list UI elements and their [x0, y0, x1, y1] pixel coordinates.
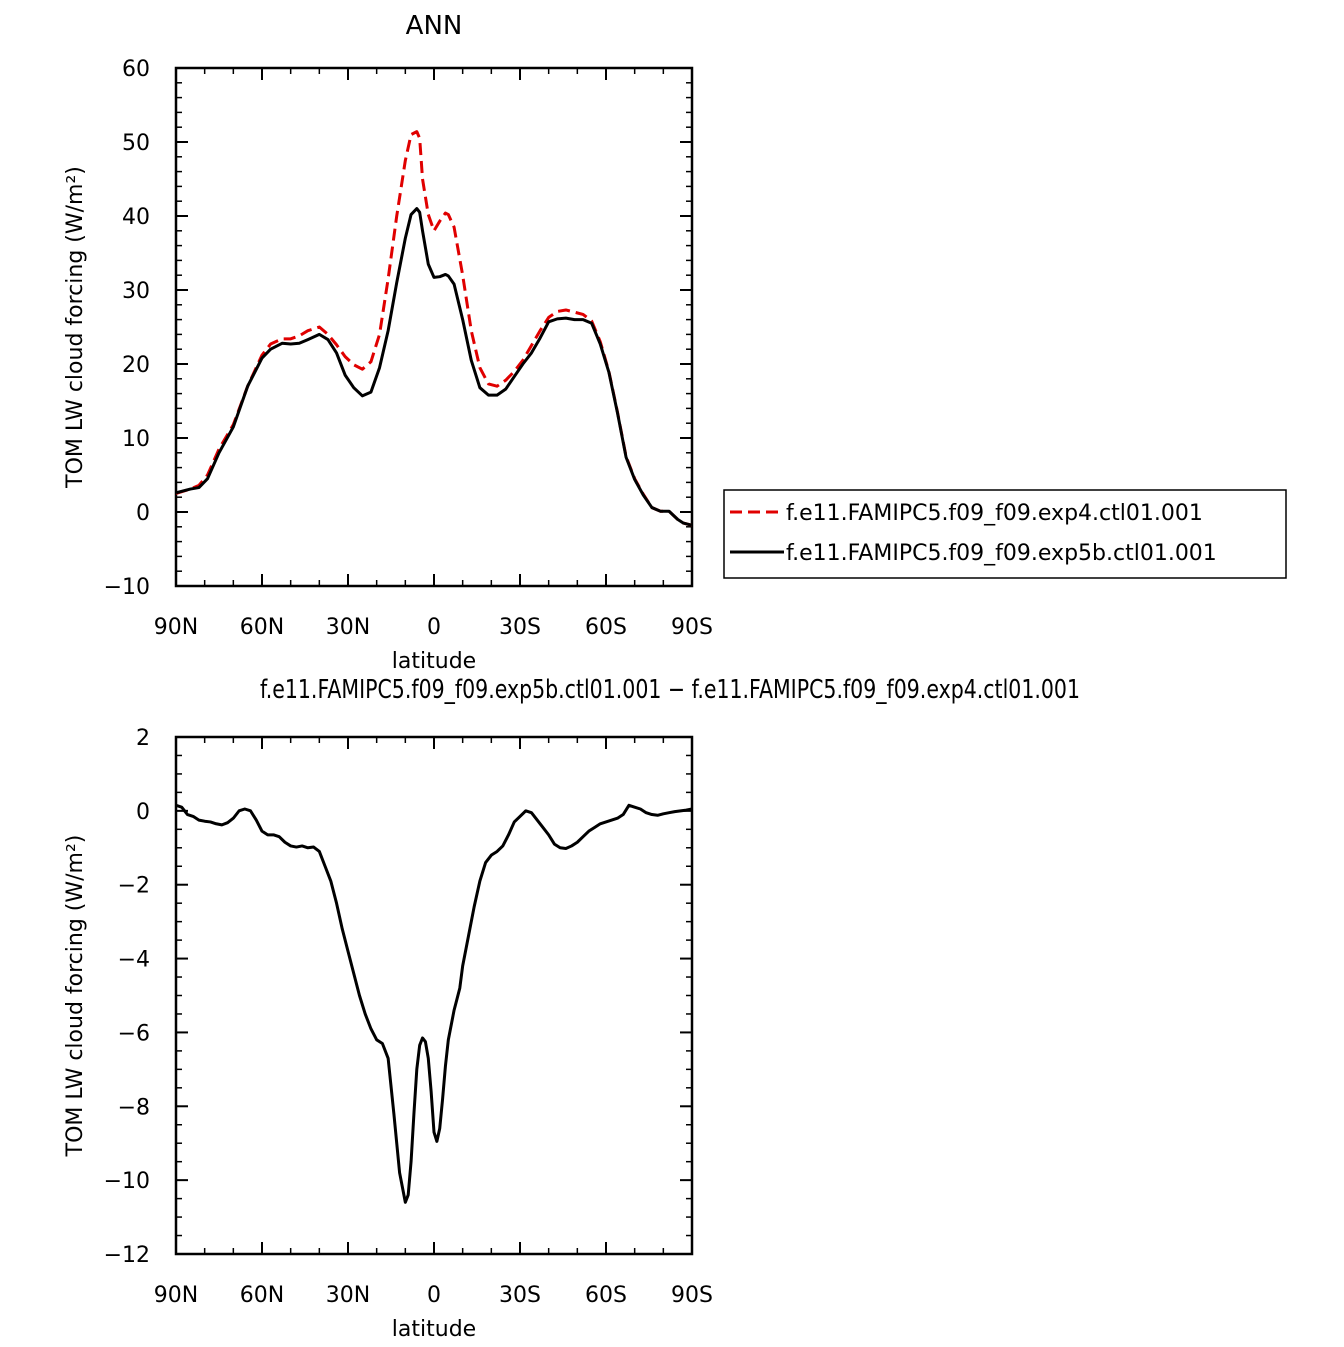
y-tick-label: −2	[118, 874, 150, 899]
series-line-0	[176, 803, 692, 1204]
panel-title: ANN	[406, 11, 463, 41]
legend: f.e11.FAMIPC5.f09_f09.exp4.ctl01.001 f.e1…	[723, 489, 1287, 579]
y-tick-label: −6	[118, 1021, 150, 1046]
bottom-panel: −12 −10 −8 −6 −4 −2 0 2 90N 60N 30N 0 30S 60S 90S f.e11…	[63, 675, 1080, 1342]
x-tick-label: 90N	[154, 1283, 198, 1308]
x-tick-label: 0	[427, 1283, 441, 1308]
x-tick-label: 60S	[585, 1283, 627, 1308]
x-tick-label: 30S	[499, 1283, 541, 1308]
legend-label: f.e11.FAMIPC5.f09_f09.exp4.ctl01.001	[786, 501, 1203, 526]
x-tick-label: 30S	[499, 615, 541, 640]
x-tick-label: 90N	[154, 615, 198, 640]
top-panel: −10 0 10 20 30 40 50 60 90N 60N 30N 0 30S 60S 90S ANN la…	[63, 11, 1287, 674]
x-tick-label: 60N	[240, 615, 284, 640]
x-axis-label: latitude	[392, 1317, 476, 1342]
y-tick-label: 0	[136, 501, 150, 526]
plot-frame	[174, 66, 694, 588]
y-tick-label: 2	[136, 726, 150, 751]
y-axis-label: TOM LW cloud forcing (W/m²)	[63, 835, 88, 1158]
x-axis-label: latitude	[392, 649, 476, 674]
y-tick-label: −4	[118, 948, 150, 973]
x-tick-label: 90S	[671, 615, 713, 640]
y-tick-label: 30	[122, 279, 150, 304]
x-tick-label: 60N	[240, 1283, 284, 1308]
y-tick-label: −12	[104, 1243, 150, 1268]
y-tick-label: 10	[122, 427, 150, 452]
y-tick-label: −10	[104, 1169, 150, 1194]
series-line-1	[176, 207, 692, 527]
y-tick-label: 40	[122, 205, 150, 230]
y-tick-label: 50	[122, 131, 150, 156]
panel-title: f.e11.FAMIPC5.f09_f09.exp5b.ctl01.001 − …	[260, 675, 1080, 705]
x-tick-label: 0	[427, 615, 441, 640]
y-axis-label: TOM LW cloud forcing (W/m²)	[63, 166, 88, 489]
y-tick-label: 0	[136, 800, 150, 825]
legend-box	[723, 489, 1287, 579]
x-tick-label: 30N	[326, 615, 370, 640]
x-tick-label: 60S	[585, 615, 627, 640]
x-tick-label: 30N	[326, 1283, 370, 1308]
series-line-0	[176, 130, 692, 527]
y-tick-label: −8	[118, 1095, 150, 1120]
y-tick-label: 60	[122, 57, 150, 82]
y-tick-label: −10	[104, 575, 150, 600]
y-tick-label: 20	[122, 353, 150, 378]
legend-label: f.e11.FAMIPC5.f09_f09.exp5b.ctl01.001	[786, 541, 1217, 566]
x-tick-label: 90S	[671, 1283, 713, 1308]
